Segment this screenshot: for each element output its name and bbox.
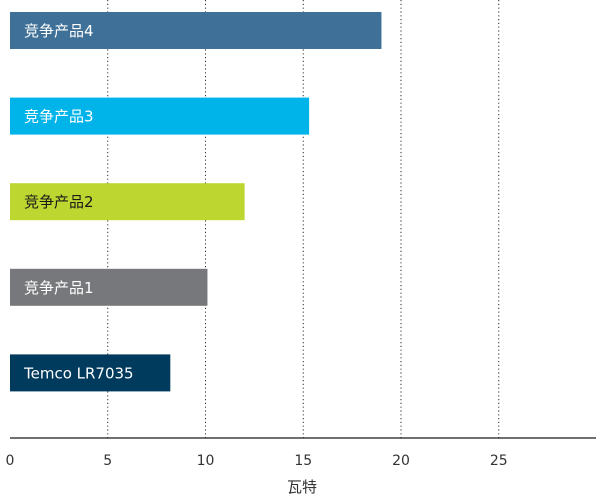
bar-label-4: 竞争产品1 [24, 279, 94, 297]
bars: 竞争产品4 竞争产品3 竞争产品2 竞争产品1 Temco LR7035 [10, 12, 382, 392]
bar-2 [10, 97, 310, 135]
bar-label-2: 竞争产品3 [24, 108, 94, 126]
x-tick-label-20: 20 [392, 453, 410, 469]
bar-4 [10, 268, 208, 306]
bar-label-3: 竞争产品2 [24, 193, 94, 211]
x-tick-label-25: 25 [490, 453, 508, 469]
bar-label-5: Temco LR7035 [23, 364, 134, 382]
bar-1 [10, 12, 382, 49]
bar-label-1: 竞争产品4 [24, 22, 94, 40]
x-tick-label-0: 0 [6, 453, 15, 469]
bar-3 [10, 183, 245, 221]
bar-5 [10, 354, 171, 392]
x-tick-label-5: 5 [103, 453, 112, 469]
x-axis-label: 瓦特 [287, 478, 317, 496]
x-tick-label-10: 10 [197, 453, 215, 469]
x-axis-ticks: 0 5 10 15 20 25 [6, 453, 508, 469]
x-tick-label-15: 15 [294, 453, 312, 469]
